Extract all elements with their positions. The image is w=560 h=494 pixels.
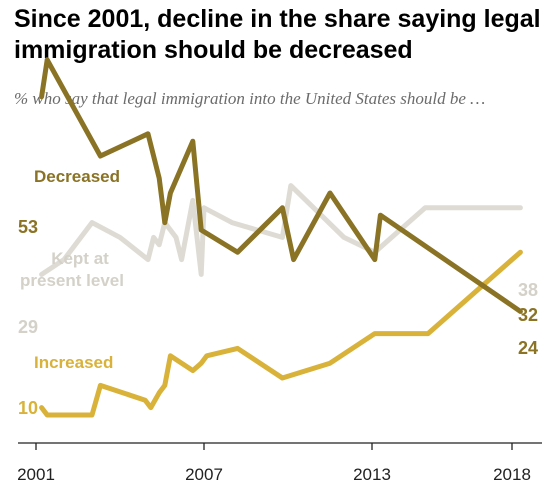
kept-line (39, 183, 523, 277)
x-tick-label-2001: 2001 (17, 465, 55, 484)
x-tick-label-2007: 2007 (185, 465, 223, 484)
kept-series-label-line2: present level (20, 271, 124, 290)
chart-title: Since 2001, decline in the share saying … (14, 5, 541, 64)
decreased-line (39, 57, 523, 314)
increased-line (39, 249, 523, 418)
kept-series-label-line1: Kept at (51, 249, 109, 268)
increased-start-value: 10 (18, 398, 38, 418)
kept-end-value: 38 (518, 280, 538, 300)
x-tick-label-2013: 2013 (353, 465, 391, 484)
chart-subtitle: % who say that legal immigration into th… (14, 89, 486, 108)
decreased-end-value: 24 (518, 338, 538, 358)
increased-series-label: Increased (34, 353, 113, 372)
decreased-start-value: 53 (18, 217, 38, 237)
increased-end-value: 32 (518, 305, 538, 325)
kept-start-value: 29 (18, 317, 38, 337)
decreased-series-label: Decreased (34, 167, 120, 186)
x-tick-label-2018: 2018 (493, 465, 531, 484)
